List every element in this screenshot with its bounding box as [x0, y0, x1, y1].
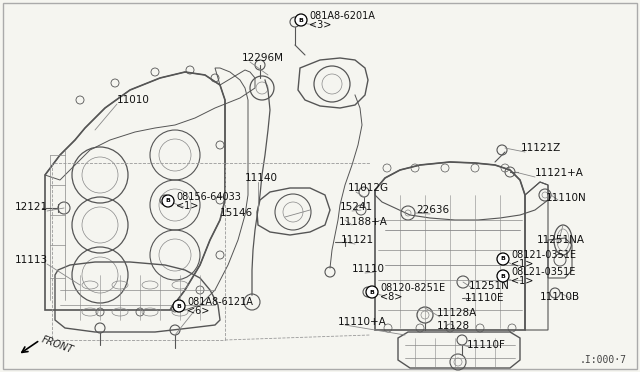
Text: <6>: <6> — [187, 306, 209, 316]
Text: 08121-0351E: 08121-0351E — [511, 250, 576, 260]
Text: B: B — [369, 289, 374, 295]
Text: B: B — [500, 257, 506, 262]
Text: 11251NA: 11251NA — [537, 235, 585, 245]
Text: 11121+A: 11121+A — [535, 168, 584, 178]
Text: B: B — [299, 17, 303, 22]
Text: 11110N: 11110N — [546, 193, 587, 203]
Text: <1>: <1> — [176, 201, 198, 211]
Text: .I:000·7: .I:000·7 — [580, 355, 627, 365]
Text: B: B — [166, 199, 170, 203]
Text: B: B — [177, 304, 181, 308]
Text: 08L21-0351E: 08L21-0351E — [511, 267, 575, 277]
Text: 11121: 11121 — [341, 235, 374, 245]
Circle shape — [173, 300, 185, 312]
Text: 15146: 15146 — [220, 208, 253, 218]
Text: 11128A: 11128A — [437, 308, 477, 318]
Text: 11110B: 11110B — [540, 292, 580, 302]
Text: 08156-64033: 08156-64033 — [176, 192, 241, 202]
Text: <1>: <1> — [511, 259, 533, 269]
Circle shape — [366, 286, 378, 298]
Text: 11121Z: 11121Z — [521, 143, 561, 153]
Text: 081A8-6121A: 081A8-6121A — [187, 297, 253, 307]
Text: B: B — [500, 273, 506, 279]
Text: 12296M: 12296M — [242, 53, 284, 63]
Text: 11010: 11010 — [117, 95, 150, 105]
Circle shape — [295, 14, 307, 26]
Text: <1>: <1> — [511, 276, 533, 286]
Text: 11110E: 11110E — [465, 293, 504, 303]
Text: 081A8-6201A: 081A8-6201A — [309, 11, 375, 21]
Circle shape — [162, 195, 174, 207]
Text: <3>: <3> — [309, 20, 332, 30]
Text: 11113: 11113 — [15, 255, 48, 265]
Text: 11251N: 11251N — [469, 281, 510, 291]
Circle shape — [497, 253, 509, 265]
Circle shape — [497, 270, 509, 282]
Text: 11110: 11110 — [352, 264, 385, 274]
Text: 11110+A: 11110+A — [338, 317, 387, 327]
Text: 11188+A: 11188+A — [339, 217, 388, 227]
Text: FRONT: FRONT — [40, 335, 75, 355]
Text: 22636: 22636 — [416, 205, 449, 215]
Text: 11110F: 11110F — [467, 340, 506, 350]
Text: 15241: 15241 — [340, 202, 373, 212]
Text: 11128: 11128 — [437, 321, 470, 331]
Text: 11140: 11140 — [245, 173, 278, 183]
Text: 08120-8251E: 08120-8251E — [380, 283, 445, 293]
Text: <8>: <8> — [380, 292, 403, 302]
Text: 12121: 12121 — [15, 202, 48, 212]
Text: 11012G: 11012G — [348, 183, 389, 193]
